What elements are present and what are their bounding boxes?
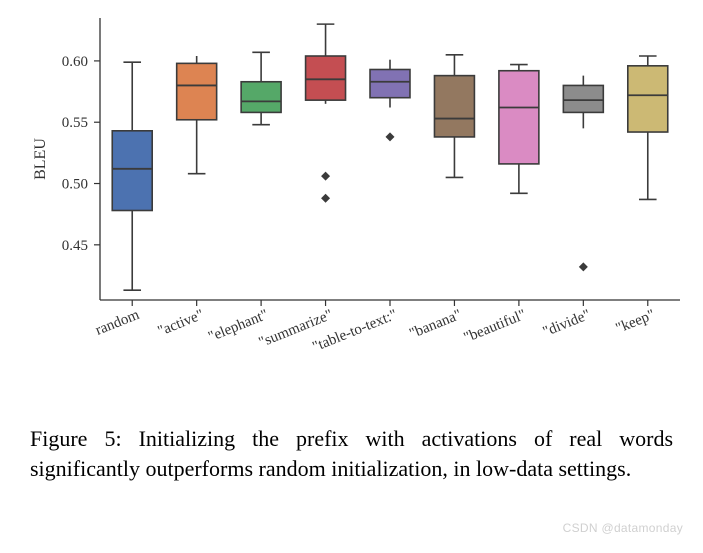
box bbox=[563, 85, 603, 112]
x-tick-label: "banana" bbox=[407, 307, 464, 342]
caption-text: Initializing the prefix with activations… bbox=[30, 426, 673, 481]
outlier-marker bbox=[321, 194, 330, 203]
y-tick-label: 0.60 bbox=[62, 54, 88, 70]
y-axis-label: BLEU bbox=[32, 138, 49, 180]
box bbox=[434, 76, 474, 137]
chart-container: 0.450.500.550.60BLEUrandom"active""eleph… bbox=[0, 0, 703, 420]
x-tick-label: "beautiful" bbox=[462, 307, 529, 346]
box bbox=[370, 69, 410, 97]
x-tick-label: "keep" bbox=[614, 307, 658, 337]
outlier-marker bbox=[386, 132, 395, 141]
x-tick-label: "active" bbox=[156, 307, 207, 340]
box bbox=[241, 82, 281, 113]
y-tick-label: 0.50 bbox=[62, 177, 88, 193]
box bbox=[499, 71, 539, 164]
outlier-marker bbox=[321, 172, 330, 181]
x-tick-label: random bbox=[93, 307, 142, 339]
y-tick-label: 0.55 bbox=[62, 115, 88, 131]
box bbox=[112, 131, 152, 211]
box bbox=[306, 56, 346, 100]
watermark: CSDN @datamonday bbox=[563, 521, 683, 535]
caption-label: Figure 5: bbox=[30, 426, 122, 451]
x-tick-label: "divide" bbox=[541, 307, 593, 340]
box bbox=[177, 63, 217, 119]
y-tick-label: 0.45 bbox=[62, 238, 88, 254]
outlier-marker bbox=[579, 262, 588, 271]
box bbox=[628, 66, 668, 132]
boxplot-chart: 0.450.500.550.60BLEUrandom"active""eleph… bbox=[0, 0, 703, 420]
figure-caption: Figure 5: Initializing the prefix with a… bbox=[0, 420, 703, 483]
